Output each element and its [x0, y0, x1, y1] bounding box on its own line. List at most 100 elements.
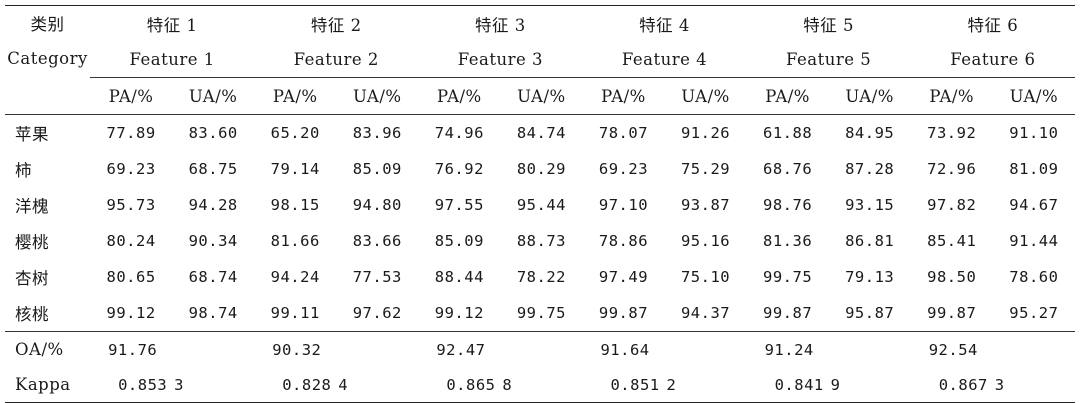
pa-value-feature-1: 69.23 — [106, 160, 156, 178]
ua-value-feature-5: 87.28 — [845, 160, 895, 178]
oa-label: OA/% — [15, 340, 64, 359]
pa-header: PA/% — [765, 86, 810, 106]
feature-5-header-en: Feature 5 — [746, 42, 911, 78]
category-header-zh: 类别 — [30, 14, 65, 34]
ua-value-feature-4: 75.29 — [680, 160, 731, 178]
ua-value-feature-4: 91.26 — [680, 124, 731, 142]
ua-value-feature-2: 97.62 — [352, 304, 402, 322]
ua-header: UA/% — [188, 86, 238, 106]
table-row: 樱桃 80.24 90.34 81.66 83.66 85.09 88.73 78.86 95.… — [5, 223, 1075, 259]
pa-value-feature-6: 73.92 — [927, 124, 977, 142]
feature-3-header-zh: 特征 3 — [475, 16, 526, 35]
pa-value-feature-6: 72.96 — [927, 160, 977, 178]
kappa-value-feature-1: 0.853 3 — [118, 375, 184, 394]
feature-1-header-zh: 特征 1 — [146, 16, 198, 35]
ua-value-feature-3: 99.75 — [516, 304, 566, 322]
oa-value-feature-2: 90.32 — [272, 340, 322, 359]
header-row-zh: 类别 Category 特征 1 特征 2 特征 3 特征 4 特征 5 特征 … — [5, 5, 1075, 68]
pa-value-feature-2: 79.14 — [270, 160, 320, 178]
header-row-en: Feature 1 Feature 2 Feature 3 Feature 4 … — [5, 42, 1075, 78]
category-cell: 核桃 — [15, 305, 49, 324]
feature-2-header-en: Feature 2 — [254, 42, 419, 78]
ua-value-feature-4: 75.10 — [680, 268, 731, 286]
ua-value-feature-4: 94.37 — [680, 304, 731, 322]
pa-value-feature-2: 99.11 — [270, 304, 320, 322]
ua-value-feature-6: 91.10 — [1009, 124, 1059, 142]
pa-value-feature-2: 65.20 — [270, 124, 320, 142]
category-cell: 樱桃 — [15, 233, 49, 252]
table-row: 柿 69.23 68.75 79.14 85.09 76.92 80.29 69.23 75.2… — [5, 151, 1075, 187]
pa-value-feature-6: 97.82 — [927, 196, 977, 214]
pa-value-feature-5: 68.76 — [763, 160, 813, 178]
pa-value-feature-3: 76.92 — [434, 160, 484, 178]
feature-4-header-en: Feature 4 — [582, 42, 747, 78]
feature-2-header-zh: 特征 2 — [310, 16, 362, 35]
pa-value-feature-4: 97.49 — [598, 268, 649, 286]
pa-value-feature-3: 97.55 — [434, 196, 484, 214]
ua-value-feature-4: 93.87 — [680, 196, 731, 214]
feature-6-header-en: Feature 6 — [910, 42, 1075, 78]
pa-value-feature-5: 98.76 — [763, 196, 813, 214]
accuracy-table: 类别 Category 特征 1 特征 2 特征 3 特征 4 特征 5 特征 … — [5, 5, 1075, 403]
table-row: 苹果 77.89 83.60 65.20 83.96 74.96 84.74 78.07 91.… — [5, 115, 1075, 152]
ua-header: UA/% — [681, 86, 730, 106]
pa-value-feature-1: 95.73 — [106, 196, 156, 214]
ua-value-feature-1: 68.75 — [188, 160, 238, 178]
oa-value-feature-6: 92.54 — [928, 340, 978, 359]
ua-value-feature-5: 84.95 — [845, 124, 895, 142]
ua-value-feature-5: 95.87 — [845, 304, 895, 322]
pa-value-feature-1: 77.89 — [106, 124, 156, 142]
ua-value-feature-6: 94.67 — [1009, 196, 1059, 214]
kappa-value-feature-2: 0.828 4 — [282, 375, 349, 394]
oa-value-feature-5: 91.24 — [764, 340, 814, 359]
ua-value-feature-3: 78.22 — [516, 268, 566, 286]
category-cell: 柿 — [15, 161, 32, 180]
ua-value-feature-1: 90.34 — [188, 232, 238, 250]
pa-value-feature-4: 97.10 — [598, 196, 649, 214]
ua-value-feature-6: 78.60 — [1009, 268, 1059, 286]
pa-value-feature-1: 99.12 — [106, 304, 156, 322]
oa-row: OA/% 91.76 90.32 92.47 91.64 91.24 92.54 — [5, 332, 1075, 368]
ua-header: UA/% — [517, 86, 566, 106]
ua-value-feature-1: 94.28 — [188, 196, 238, 214]
pa-header: PA/% — [601, 86, 646, 106]
feature-1-header-en: Feature 1 — [90, 42, 255, 78]
pa-value-feature-5: 99.87 — [763, 304, 813, 322]
feature-5-header-zh: 特征 5 — [803, 16, 855, 35]
pa-value-feature-4: 78.86 — [598, 232, 649, 250]
feature-6-header-zh: 特征 6 — [967, 16, 1019, 35]
feature-4-header-zh: 特征 4 — [639, 16, 690, 35]
ua-value-feature-1: 98.74 — [188, 304, 238, 322]
ua-value-feature-6: 91.44 — [1009, 232, 1059, 250]
pa-value-feature-5: 81.36 — [763, 232, 813, 250]
ua-value-feature-3: 95.44 — [516, 196, 566, 214]
kappa-value-feature-4: 0.851 2 — [610, 375, 677, 394]
ua-value-feature-2: 85.09 — [352, 160, 402, 178]
ua-value-feature-3: 84.74 — [516, 124, 566, 142]
ua-value-feature-6: 95.27 — [1009, 304, 1059, 322]
pa-header: PA/% — [436, 86, 482, 106]
ua-value-feature-6: 81.09 — [1009, 160, 1059, 178]
ua-value-feature-2: 83.66 — [352, 232, 402, 250]
pa-value-feature-2: 98.15 — [270, 196, 320, 214]
table-row: 核桃 99.12 98.74 99.11 97.62 99.12 99.75 99.87 94.… — [5, 295, 1075, 332]
ua-value-feature-1: 83.60 — [188, 124, 238, 142]
category-cell: 杏树 — [15, 269, 49, 288]
ua-value-feature-3: 88.73 — [516, 232, 566, 250]
pa-header: PA/% — [929, 86, 975, 106]
ua-value-feature-5: 93.15 — [845, 196, 895, 214]
ua-value-feature-5: 86.81 — [845, 232, 895, 250]
pa-value-feature-1: 80.24 — [106, 232, 156, 250]
ua-value-feature-5: 79.13 — [845, 268, 895, 286]
pa-value-feature-2: 81.66 — [270, 232, 320, 250]
kappa-row: Kappa 0.853 3 0.828 4 0.865 8 0.851 2 0.… — [5, 367, 1075, 403]
category-header-en: Category — [7, 48, 88, 68]
kappa-value-feature-5: 0.841 9 — [774, 375, 841, 394]
category-cell: 洋槐 — [15, 197, 49, 216]
kappa-value-feature-6: 0.867 3 — [938, 375, 1005, 394]
kappa-value-feature-3: 0.865 8 — [446, 375, 513, 394]
pa-header: PA/% — [272, 86, 318, 106]
category-header: 类别 Category — [5, 6, 90, 78]
feature-3-header-en: Feature 3 — [418, 42, 583, 78]
